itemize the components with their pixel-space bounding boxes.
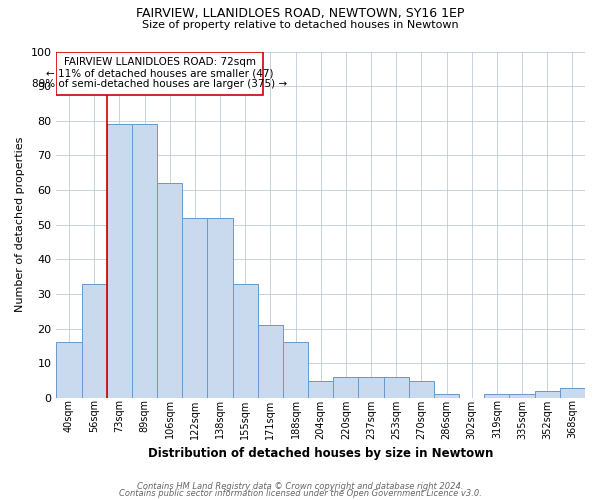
Bar: [82, 284, 107, 398]
Bar: [56, 52, 263, 95]
Bar: [358, 377, 383, 398]
Y-axis label: Number of detached properties: Number of detached properties: [15, 137, 25, 312]
Text: Size of property relative to detached houses in Newtown: Size of property relative to detached ho…: [142, 20, 458, 30]
Text: ← 11% of detached houses are smaller (47): ← 11% of detached houses are smaller (47…: [46, 68, 274, 78]
Bar: [233, 284, 258, 398]
Bar: [208, 218, 233, 398]
Bar: [535, 391, 560, 398]
Text: Contains public sector information licensed under the Open Government Licence v3: Contains public sector information licen…: [119, 490, 481, 498]
Text: FAIRVIEW LLANIDLOES ROAD: 72sqm: FAIRVIEW LLANIDLOES ROAD: 72sqm: [64, 56, 256, 66]
Bar: [157, 183, 182, 398]
Bar: [283, 342, 308, 398]
Bar: [484, 394, 509, 398]
Bar: [333, 377, 358, 398]
Text: 89% of semi-detached houses are larger (375) →: 89% of semi-detached houses are larger (…: [32, 79, 287, 89]
Bar: [56, 342, 82, 398]
Bar: [107, 124, 132, 398]
Text: Contains HM Land Registry data © Crown copyright and database right 2024.: Contains HM Land Registry data © Crown c…: [137, 482, 463, 491]
Bar: [409, 380, 434, 398]
Bar: [132, 124, 157, 398]
Bar: [560, 388, 585, 398]
Bar: [434, 394, 459, 398]
Text: FAIRVIEW, LLANIDLOES ROAD, NEWTOWN, SY16 1EP: FAIRVIEW, LLANIDLOES ROAD, NEWTOWN, SY16…: [136, 8, 464, 20]
Bar: [308, 380, 333, 398]
Bar: [509, 394, 535, 398]
Bar: [258, 325, 283, 398]
X-axis label: Distribution of detached houses by size in Newtown: Distribution of detached houses by size …: [148, 447, 493, 460]
Bar: [182, 218, 208, 398]
Bar: [383, 377, 409, 398]
